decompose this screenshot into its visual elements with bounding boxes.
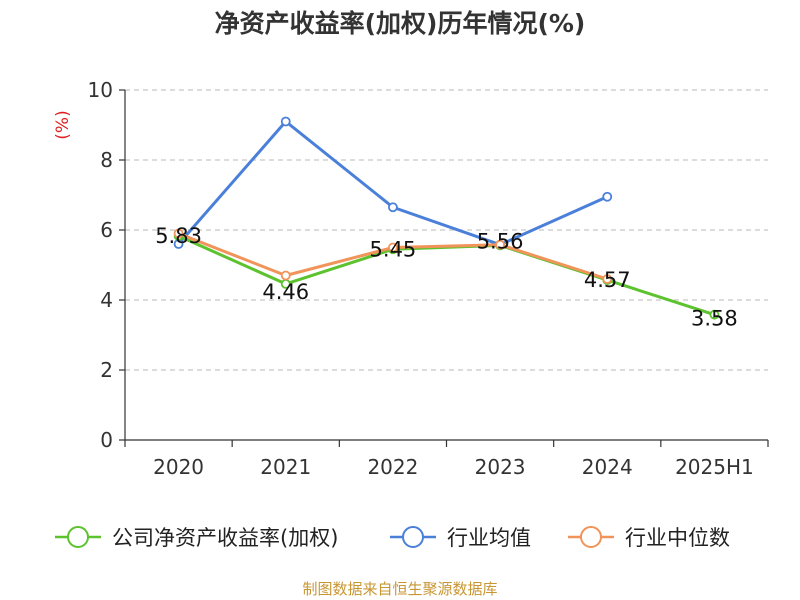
x-tick-label-2025H1: 2025H1 (675, 455, 754, 479)
data-label-2023: 5.56 (477, 229, 524, 253)
y-tick-label-0: 0 (100, 428, 113, 452)
chart-title: 净资产收益率(加权)历年情况(%) (214, 9, 586, 38)
data-label-2024: 4.57 (584, 268, 631, 292)
legend-marker-1 (402, 526, 424, 548)
legend-label-1: 行业均值 (447, 526, 531, 550)
legend-item-2: 行业中位数 (568, 526, 730, 550)
x-tick-label-2024: 2024 (582, 455, 633, 479)
series-0-point-2025H1 (709, 309, 720, 320)
series-2 (173, 228, 613, 284)
y-tick-label-8: 8 (100, 148, 113, 172)
series-2-point-2023 (495, 239, 505, 250)
label-layer: 5.83 4.46 5.45 5.56 4.57 3.58 (155, 224, 738, 331)
legend-marker-2 (580, 526, 602, 548)
axis-layer: 0 2 4 6 8 10 2020 2021 2022 2023 2024 2025H1 (%) (53, 78, 769, 479)
series-1-point-2021 (280, 116, 291, 127)
series-1-point-2024 (602, 191, 613, 202)
series-2-point-2022 (388, 242, 398, 253)
series-line-0 (177, 234, 715, 317)
x-tick-label-2022: 2022 (367, 455, 418, 479)
data-label-2022: 5.45 (370, 237, 417, 261)
footer-source: 制图数据来自恒生聚源数据库 (302, 580, 498, 598)
series-1-point-2022 (388, 202, 398, 213)
series-line-1 (177, 120, 608, 247)
legend-label-2: 行业中位数 (625, 526, 730, 550)
x-tick-label-2023: 2023 (475, 455, 526, 479)
y-tick-label-6: 6 (100, 218, 113, 242)
data-label-2025H1: 3.58 (691, 307, 738, 331)
grid-layer (125, 89, 768, 371)
x-tick-label-2020: 2020 (153, 455, 204, 479)
series-layer (173, 116, 720, 320)
legend-layer: 公司净资产收益率(加权) 行业均值 行业中位数 (55, 526, 730, 550)
legend-label-0: 公司净资产收益率(加权) (112, 526, 338, 550)
series-2-point-2021 (280, 270, 291, 281)
legend-marker-0 (67, 526, 89, 548)
y-tick-label-4: 4 (100, 288, 113, 312)
series-2-point-2024 (602, 274, 613, 284)
data-label-2020: 5.83 (155, 224, 202, 248)
legend-item-0: 公司净资产收益率(加权) (55, 526, 338, 550)
series-2-point-2020 (173, 228, 184, 239)
x-tick-label-2021: 2021 (260, 455, 311, 479)
legend-item-1: 行业均值 (390, 526, 531, 550)
data-label-2021: 4.46 (262, 280, 309, 304)
y-axis-label: (%) (53, 110, 73, 139)
series-1 (173, 116, 613, 250)
y-tick-label-10: 10 (88, 78, 113, 102)
y-tick-label-2: 2 (100, 358, 113, 382)
